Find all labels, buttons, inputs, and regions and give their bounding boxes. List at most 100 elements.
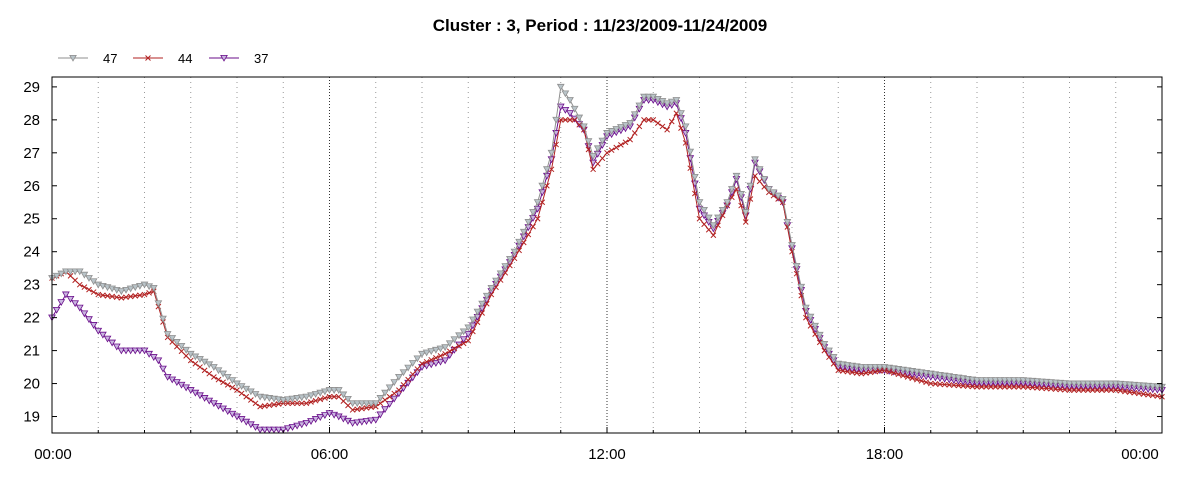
data-point-44 (1085, 387, 1091, 394)
data-point-44 (923, 379, 929, 386)
data-point-47 (566, 97, 574, 104)
data-point-37 (376, 411, 385, 419)
data-point-44 (322, 395, 328, 401)
data-point-44 (816, 339, 823, 346)
data-point-44 (206, 370, 213, 377)
data-point-47 (455, 332, 463, 340)
data-point-37 (297, 421, 306, 429)
data-point-44 (1038, 385, 1045, 392)
data-point-44 (636, 123, 643, 130)
data-point-37 (348, 420, 357, 427)
data-point-44 (192, 360, 199, 367)
data-point-47 (228, 377, 237, 385)
data-point-44 (460, 340, 467, 347)
data-point-44 (405, 376, 411, 383)
data-point-47 (1088, 380, 1097, 388)
data-point-37 (566, 110, 574, 118)
data-point-47 (570, 105, 579, 113)
y-tick-label: 19 (23, 409, 40, 426)
data-point-44 (1089, 387, 1096, 394)
data-point-44 (520, 239, 527, 246)
data-point-44 (368, 404, 374, 411)
data-point-47 (552, 116, 561, 124)
data-point-47 (857, 364, 866, 371)
data-point-44 (1131, 389, 1138, 396)
data-point-47 (575, 114, 584, 122)
data-point-44 (664, 126, 670, 133)
data-point-47 (75, 268, 84, 276)
data-point-37 (122, 347, 130, 355)
data-point-44 (95, 291, 102, 298)
data-point-44 (257, 403, 263, 410)
data-point-44 (285, 400, 291, 407)
data-point-44 (631, 130, 638, 136)
data-point-37 (98, 331, 107, 339)
data-point-47 (556, 83, 565, 91)
data-point-37 (80, 310, 89, 318)
data-point-47 (797, 283, 806, 291)
data-point-44 (289, 400, 296, 407)
y-tick-label: 25 (23, 211, 40, 228)
data-point-37 (61, 291, 70, 299)
data-point-37 (159, 365, 167, 373)
data-point-44 (146, 290, 152, 296)
data-point-47 (982, 377, 991, 385)
data-point-44 (104, 293, 111, 299)
data-point-47 (1107, 380, 1116, 388)
data-point-47 (478, 300, 487, 308)
data-point-44 (118, 294, 125, 301)
y-tick-label: 28 (23, 112, 40, 129)
data-point-47 (616, 124, 625, 131)
series-37 (48, 97, 1166, 434)
data-point-37 (89, 322, 98, 329)
data-point-47 (589, 153, 598, 160)
data-point-44 (428, 356, 435, 363)
data-point-44 (470, 328, 476, 335)
data-point-47 (1014, 377, 1023, 385)
data-point-44 (761, 184, 768, 190)
data-point-47 (57, 270, 66, 278)
y-tick-label: 27 (23, 145, 40, 162)
data-point-47 (714, 214, 722, 222)
data-point-47 (635, 102, 644, 110)
data-point-37 (445, 352, 454, 360)
data-point-44 (742, 219, 749, 225)
data-point-44 (1145, 391, 1151, 398)
data-point-44 (858, 370, 865, 377)
data-point-47 (1084, 380, 1092, 388)
data-point-44 (1025, 384, 1031, 391)
data-point-47 (381, 389, 389, 397)
data-point-47 (723, 199, 732, 207)
data-point-37 (367, 417, 376, 425)
data-point-44 (849, 369, 855, 376)
data-point-37 (353, 419, 362, 427)
data-point-44 (465, 337, 472, 344)
data-point-47 (690, 173, 699, 181)
data-point-37 (126, 347, 135, 355)
data-point-44 (248, 397, 254, 403)
data-point-44 (197, 364, 203, 370)
data-point-37 (71, 300, 80, 308)
data-point-47 (445, 340, 454, 348)
data-point-47 (741, 209, 750, 216)
legend-swatch-marker (220, 55, 228, 62)
data-point-44 (354, 406, 361, 413)
data-point-37 (108, 339, 117, 347)
data-point-44 (132, 293, 139, 299)
data-point-47 (1097, 380, 1106, 388)
y-tick-label: 24 (23, 244, 40, 261)
data-point-37 (385, 400, 394, 408)
data-point-44 (215, 376, 222, 383)
chart-title: Cluster : 3, Period : 11/23/2009-11/24/2… (433, 16, 768, 35)
data-point-47 (1079, 380, 1088, 388)
data-point-47 (640, 93, 648, 101)
data-point-47 (390, 379, 399, 387)
data-point-44 (1048, 385, 1054, 392)
data-point-44 (183, 353, 189, 359)
data-point-47 (307, 392, 315, 400)
data-point-44 (844, 368, 851, 375)
data-point-47 (172, 339, 181, 346)
data-point-47 (811, 322, 820, 330)
data-point-44 (955, 382, 962, 389)
data-point-44 (382, 397, 388, 403)
